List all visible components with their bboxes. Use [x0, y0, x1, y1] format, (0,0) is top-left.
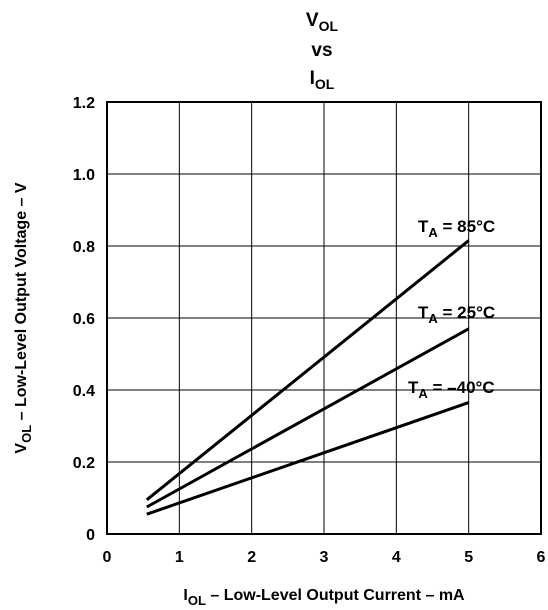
x-axis-label: IOL – Low-Level Output Current – mA — [183, 587, 465, 608]
y-axis-label: VOL – Low-Level Output Voltage – V — [13, 182, 34, 453]
series-label: TA = –40°C — [408, 378, 495, 401]
x-tick-label: 2 — [247, 549, 256, 566]
series-label: TA = 85°C — [418, 217, 495, 240]
x-tick-label: 1 — [175, 549, 184, 566]
y-tick-label: 0.6 — [73, 311, 95, 328]
series-line — [146, 401, 470, 516]
y-tick-label: 1.2 — [73, 95, 95, 112]
x-tick-label: 5 — [464, 549, 473, 566]
x-tick-label: 3 — [320, 549, 329, 566]
y-tick-label: 0.8 — [73, 239, 95, 256]
x-tick-label: 4 — [392, 549, 401, 566]
y-tick-label: 0.4 — [73, 383, 95, 400]
y-tick-label: 0.2 — [73, 455, 95, 472]
plot-frame — [106, 101, 542, 535]
chart-title-line2: vs — [311, 40, 332, 61]
x-tick-label: 6 — [537, 549, 546, 566]
series-line — [145, 239, 470, 501]
chart-title-line1: VOL — [306, 10, 339, 34]
series-lines — [145, 239, 470, 516]
y-tick-label: 0 — [86, 527, 95, 544]
x-tick-label: 0 — [103, 549, 112, 566]
y-tick-label: 1.0 — [73, 167, 95, 184]
chart-title-line3: IOL — [310, 68, 335, 92]
y-tick-labels: 0 0.2 0.4 0.6 0.8 1.0 1.2 — [73, 95, 95, 544]
x-tick-labels: 0 1 2 3 4 5 6 — [103, 549, 546, 566]
grid — [107, 102, 541, 534]
series-line — [146, 327, 470, 509]
series-label: TA = 25°C — [418, 303, 495, 326]
series-labels: TA = 85°C TA = 25°C TA = –40°C — [408, 217, 495, 401]
